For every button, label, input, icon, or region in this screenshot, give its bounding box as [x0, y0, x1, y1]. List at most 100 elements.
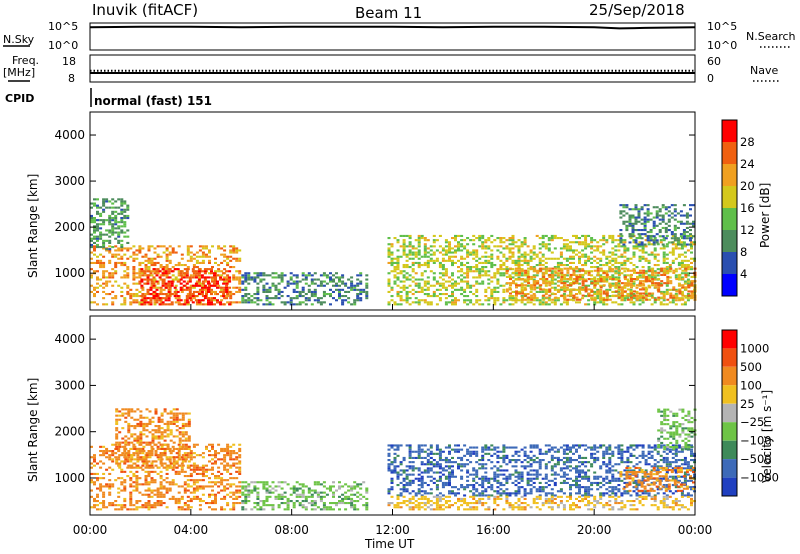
heatmap-cell [629, 282, 633, 285]
heatmap-cell [508, 247, 512, 250]
heatmap-cell [630, 290, 633, 293]
heatmap-cell [195, 489, 199, 492]
heatmap-cell [157, 429, 161, 432]
heatmap-cell [493, 264, 497, 267]
heatmap-cell [435, 295, 439, 298]
heatmap-cell [329, 506, 332, 509]
heatmap-cell [423, 253, 427, 256]
heatmap-cell [578, 273, 582, 276]
heatmap-cell [365, 504, 369, 507]
heatmap-cell [105, 249, 109, 252]
heatmap-cell [451, 261, 454, 264]
heatmap-cell [484, 245, 488, 248]
heatmap-cell [387, 278, 391, 281]
heatmap-cell [160, 443, 164, 446]
heatmap-cell [177, 443, 181, 446]
heatmap-cell [120, 212, 124, 215]
heatmap-cell [99, 233, 103, 236]
heatmap-cell [463, 257, 467, 260]
heatmap-cell [177, 452, 181, 455]
heatmap-cell [160, 445, 164, 448]
heatmap-cell [490, 241, 494, 244]
heatmap-cell [277, 290, 281, 293]
heatmap-cell [644, 293, 648, 296]
heatmap-cell [512, 280, 515, 283]
heatmap-cell [460, 274, 464, 277]
heatmap-cell [448, 301, 451, 304]
heatmap-cell [214, 280, 217, 283]
heatmap-cell [438, 299, 442, 302]
heatmap-cell [207, 276, 210, 279]
heatmap-cell [138, 483, 142, 486]
heatmap-cell [123, 445, 127, 448]
heatmap-cell [646, 210, 650, 213]
heatmap-cell [123, 202, 127, 205]
heatmap-cell [399, 494, 403, 497]
heatmap-cell [426, 239, 430, 242]
heatmap-cell [208, 272, 211, 275]
heatmap-cell [533, 275, 537, 278]
heatmap-cell [132, 274, 136, 277]
heatmap-cell [162, 493, 166, 496]
heatmap-cell [548, 269, 552, 272]
heatmap-cell [160, 464, 164, 467]
heatmap-cell [211, 500, 214, 503]
heatmap-cell [608, 234, 612, 237]
heatmap-cell [144, 504, 148, 507]
heatmap-cell [160, 454, 164, 457]
heatmap-cell [192, 286, 196, 289]
heatmap-cell [625, 226, 629, 229]
heatmap-cell [262, 483, 266, 486]
heatmap-cell [628, 235, 632, 238]
heatmap-cell [672, 286, 676, 289]
heatmap-cell [172, 416, 176, 419]
heatmap-cell [310, 502, 314, 505]
heatmap-cell [238, 280, 242, 283]
heatmap-cell [681, 294, 685, 297]
heatmap-cell [174, 297, 178, 300]
heatmap-cell [569, 255, 572, 258]
heatmap-cell [159, 495, 163, 498]
heatmap-cell [565, 288, 569, 291]
heatmap-cell [520, 301, 524, 304]
heatmap-cell [608, 259, 612, 262]
heatmap-cell [417, 448, 421, 451]
heatmap-cell [520, 243, 524, 246]
heatmap-cell [226, 454, 230, 457]
heatmap-cell [602, 278, 606, 281]
heatmap-cell [96, 237, 99, 240]
heatmap-cell [138, 274, 142, 277]
heatmap-cell [496, 282, 500, 285]
heatmap-cell [335, 288, 338, 291]
heatmap-cell [651, 282, 655, 285]
heatmap-cell [138, 264, 142, 267]
heatmap-cell [646, 239, 650, 242]
heatmap-cell [664, 226, 668, 229]
heatmap-cell [408, 479, 412, 482]
heatmap-cell [120, 261, 124, 264]
heatmap-cell [623, 267, 627, 270]
heatmap-cell [569, 249, 572, 252]
heatmap-cell [611, 253, 615, 256]
heatmap-cell [142, 441, 146, 444]
heatmap-cell [417, 245, 421, 248]
heatmap-cell [599, 269, 603, 272]
heatmap-cell [99, 489, 103, 492]
heatmap-cell [390, 461, 394, 464]
heatmap-cell [629, 261, 633, 264]
heatmap-cell [319, 303, 323, 306]
heatmap-cell [599, 280, 603, 283]
power-ytick-label: 4000 [54, 128, 85, 142]
heatmap-cell [232, 493, 236, 496]
heatmap-cell [356, 282, 360, 285]
heatmap-cell [426, 247, 430, 250]
heatmap-cell [172, 441, 176, 444]
heatmap-cell [687, 286, 691, 289]
heatmap-cell [132, 295, 136, 298]
heatmap-cell [271, 504, 275, 507]
heatmap-cell [229, 491, 233, 494]
heatmap-cell [390, 243, 394, 246]
heatmap-cell [626, 268, 630, 271]
heatmap-cell [423, 463, 427, 466]
heatmap-cell [647, 259, 651, 262]
